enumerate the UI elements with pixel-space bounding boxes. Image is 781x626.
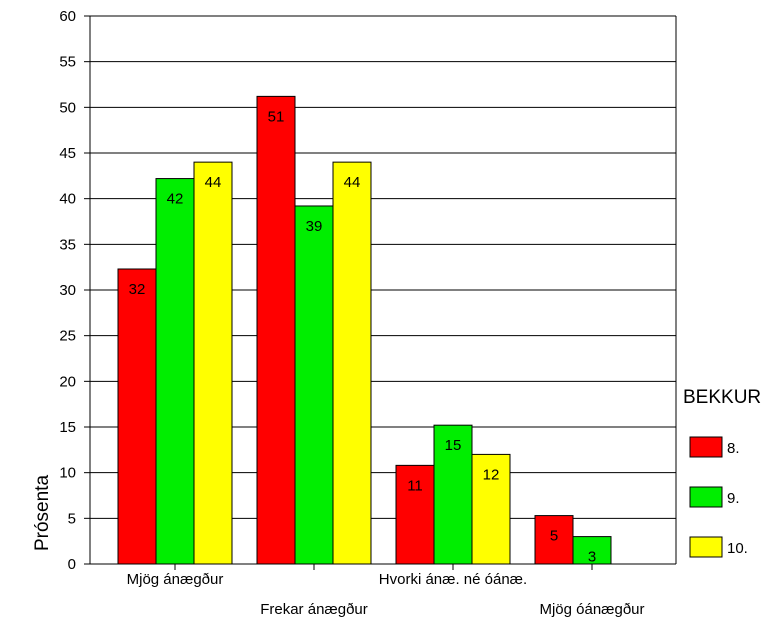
- bar-value-label: 11: [407, 477, 423, 494]
- x-tick-label: Mjög ánægður: [127, 571, 224, 588]
- bar: [193, 161, 233, 565]
- y-tick-label: 10: [59, 465, 76, 482]
- bar: [117, 268, 157, 565]
- legend-swatch: [689, 536, 723, 558]
- bar: [294, 205, 334, 565]
- bar-value-label: 44: [344, 174, 361, 191]
- bar: [256, 95, 296, 565]
- bar-value-label: 12: [483, 466, 500, 483]
- bar-value-label: 51: [268, 108, 285, 125]
- legend-label: 10.: [727, 540, 748, 557]
- bar: [332, 161, 372, 565]
- y-tick-label: 60: [59, 8, 76, 25]
- y-tick-label: 50: [59, 99, 76, 116]
- legend: 8. 9. 10.: [689, 436, 748, 558]
- y-tick-label: 20: [59, 373, 76, 390]
- x-tick-label: Mjög óánægður: [539, 601, 644, 618]
- y-tick-label: 35: [59, 236, 76, 253]
- y-axis-ticks: 0 5 10 15 20 25 30 35 40 45 50 55 60: [59, 8, 90, 573]
- bar-value-label: 3: [588, 549, 596, 566]
- bar-value-label: 5: [550, 528, 558, 545]
- bar: [155, 178, 195, 565]
- bar-value-label: 39: [306, 218, 323, 235]
- axes: [89, 15, 677, 565]
- y-axis-label: Prósenta: [32, 475, 53, 551]
- bar-value-label: 32: [129, 281, 146, 298]
- bar: [572, 536, 612, 565]
- y-tick-label: 40: [59, 191, 76, 208]
- y-tick-label: 25: [59, 328, 76, 345]
- y-tick-label: 55: [59, 54, 76, 71]
- x-tick-label: Hvorki ánæ. né óánæ.: [379, 571, 527, 588]
- x-axis-labels: Mjög ánægður Frekar ánægður Hvorki ánæ. né…: [127, 564, 645, 618]
- bar: [471, 453, 511, 565]
- bars: 32 51 11 5 42 39 15 3 44 44 12: [117, 95, 612, 566]
- legend-title: BEKKUR: [683, 387, 761, 408]
- x-tick-label: Frekar ánægður: [260, 601, 368, 618]
- bar-value-label: 44: [205, 174, 222, 191]
- y-tick-label: 15: [59, 419, 76, 436]
- legend-label: 8.: [727, 440, 740, 457]
- bar-value-label: 15: [445, 437, 462, 454]
- y-tick-label: 30: [59, 282, 76, 299]
- bar: [395, 464, 435, 565]
- y-tick-label: 45: [59, 145, 76, 162]
- legend-swatch: [689, 436, 723, 458]
- y-tick-label: 5: [68, 510, 76, 527]
- y-tick-label: 0: [68, 556, 76, 573]
- legend-swatch: [689, 486, 723, 508]
- legend-label: 9.: [727, 490, 740, 507]
- bar-value-label: 42: [167, 191, 184, 208]
